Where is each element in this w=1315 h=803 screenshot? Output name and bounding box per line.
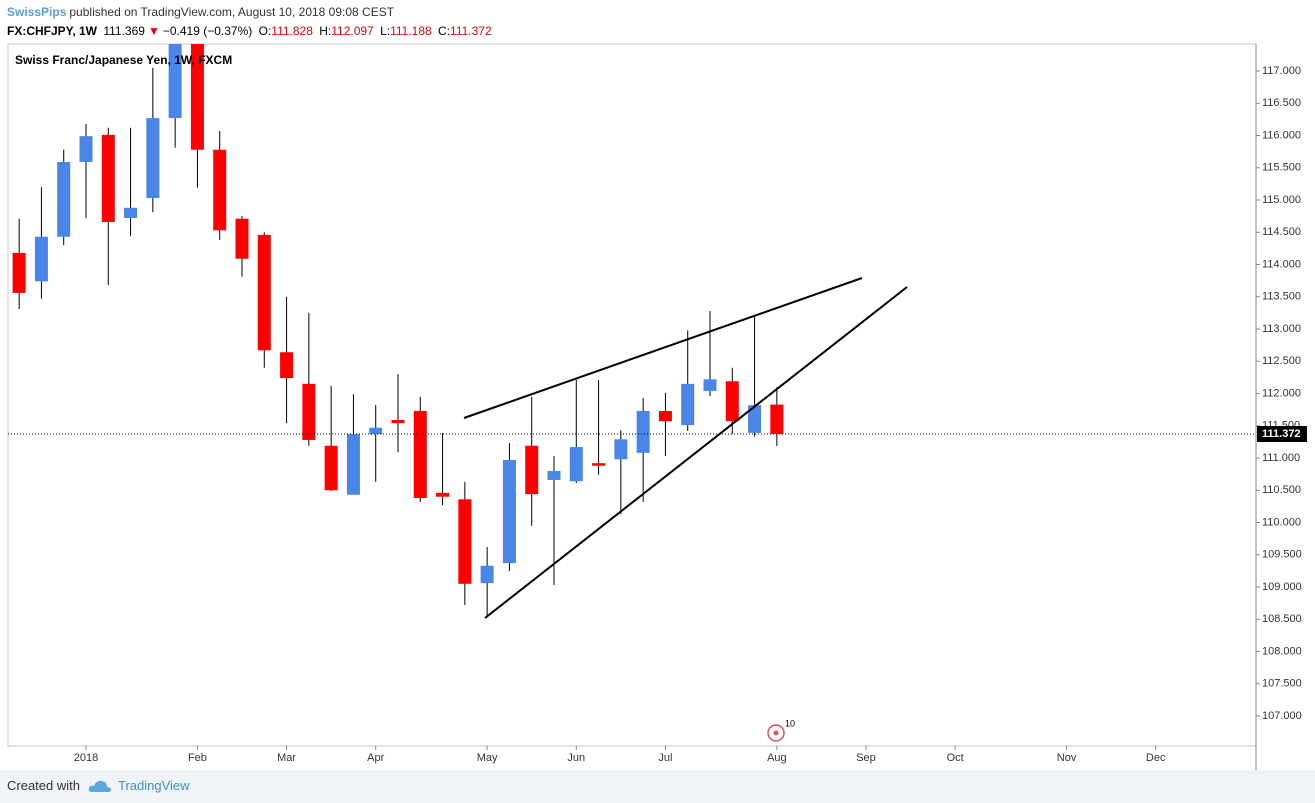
x-tick-label: Sep	[856, 752, 876, 764]
candle-body	[391, 419, 405, 424]
candle-body	[235, 218, 249, 259]
change: −0.419 (−0.37%)	[162, 24, 253, 38]
x-tick-label: Nov	[1057, 752, 1077, 764]
x-tick-label: Apr	[367, 752, 384, 764]
candle-body	[168, 44, 182, 119]
ohlc-label: L:	[380, 24, 391, 38]
ohlc-value: 111.372	[450, 24, 492, 38]
candle-body	[346, 434, 360, 495]
x-tick-label: Jun	[567, 752, 585, 764]
x-tick-label: Oct	[947, 752, 964, 764]
candle-body	[614, 439, 628, 460]
x-tick-label: Jul	[658, 752, 672, 764]
candle-body	[480, 565, 494, 584]
y-tick-label: 109.000	[1262, 581, 1302, 593]
candle-body	[57, 161, 71, 237]
x-tick-label: Aug	[767, 752, 787, 764]
logo	[88, 780, 111, 792]
candle-body	[681, 383, 695, 426]
y-tick-label: 108.000	[1262, 645, 1302, 657]
y-tick-label: 115.500	[1262, 162, 1301, 174]
y-tick-label: 114.000	[1262, 258, 1301, 270]
candle-body	[369, 427, 383, 435]
candle-body	[413, 410, 427, 499]
header-line: FX:CHFJPY, 1W 111.369 ▼ −0.419 (−0.37%) O:…	[7, 22, 495, 41]
candle-body	[458, 499, 472, 584]
candle-body	[280, 352, 294, 379]
arrow: ▼	[147, 24, 160, 38]
x-tick-label: May	[477, 752, 498, 764]
last-price: 111.369	[103, 24, 145, 38]
x-tick-label: Feb	[188, 752, 207, 764]
candle-body	[725, 381, 739, 422]
candle-body	[436, 492, 450, 497]
y-tick-label: 110.500	[1262, 484, 1301, 496]
ohlc-label: H:	[319, 24, 332, 38]
y-tick-label: 117.000	[1262, 65, 1301, 77]
y-tick-label: 110.000	[1262, 516, 1301, 528]
candle-body	[302, 383, 316, 440]
candle-body	[502, 459, 516, 564]
y-tick-label: 114.500	[1262, 226, 1301, 238]
candle-body	[770, 404, 784, 435]
candle-body	[748, 405, 762, 433]
published: published on TradingView.com, August 10,…	[69, 5, 395, 19]
candle-body	[34, 236, 48, 282]
candle-body	[190, 44, 204, 150]
ohlc-label: O:	[258, 24, 272, 38]
y-tick-label: 107.500	[1262, 678, 1302, 690]
candle-body	[124, 207, 138, 219]
candle-body	[12, 252, 26, 293]
chart: 10 Swiss Franc/Japanese Yen, 1W, FXCM 10…	[7, 43, 1307, 770]
candle-body	[592, 463, 606, 466]
y-tick-label: 107.000	[1262, 710, 1302, 722]
event-badge: 10	[785, 718, 795, 728]
author[interactable]: SwissPips	[7, 5, 67, 19]
last-price-box	[1257, 426, 1307, 443]
candle-body	[569, 447, 583, 482]
candle-body	[636, 410, 650, 453]
candle-body	[101, 134, 115, 222]
y-tick-label: 112.000	[1262, 387, 1301, 399]
candle-body	[658, 410, 672, 422]
trend-line	[484, 286, 908, 619]
candle-body	[525, 445, 539, 495]
symbol: FX:CHFJPY, 1W	[7, 24, 98, 38]
last-price-label: 111.372	[1262, 428, 1301, 440]
chart-title: Swiss Franc/Japanese Yen, 1W, FXCM	[15, 53, 232, 67]
x-tick-label: Dec	[1146, 752, 1166, 764]
candle-body	[547, 470, 561, 480]
ohlc-value: 112.097	[331, 24, 374, 38]
candle-body	[703, 379, 717, 391]
header-line: SwissPips published on TradingView.com, A…	[7, 3, 495, 22]
footer: Created with TradingView	[0, 770, 1315, 803]
x-tick-label: Mar	[277, 752, 296, 764]
y-tick-label: 113.000	[1262, 323, 1301, 335]
candle-body	[213, 149, 227, 231]
created-with: Created with	[7, 778, 80, 793]
y-tick-label: 116.500	[1262, 97, 1301, 109]
ohlc-value: 111.828	[271, 24, 313, 38]
candle-body	[79, 136, 93, 162]
x-tick-label: 2018	[74, 752, 98, 764]
trend-line	[463, 277, 863, 419]
y-tick-label: 111.000	[1262, 452, 1300, 464]
ohlc-value: 111.188	[390, 24, 432, 38]
candle-body	[146, 118, 160, 199]
candle-body	[257, 234, 271, 351]
y-tick-label: 115.000	[1262, 194, 1301, 206]
y-tick-label: 116.000	[1262, 129, 1301, 141]
candle-body	[324, 445, 338, 491]
ohlc-label: C:	[438, 24, 451, 38]
brand[interactable]: TradingView	[118, 778, 190, 793]
header: SwissPips published on TradingView.com, A…	[7, 3, 495, 41]
y-tick-label: 108.500	[1262, 613, 1302, 625]
y-tick-label: 112.500	[1262, 355, 1301, 367]
y-tick-label: 109.500	[1262, 549, 1302, 561]
plot-area	[8, 44, 1256, 618]
y-tick-label: 113.500	[1262, 291, 1301, 303]
event-dot	[773, 730, 779, 736]
